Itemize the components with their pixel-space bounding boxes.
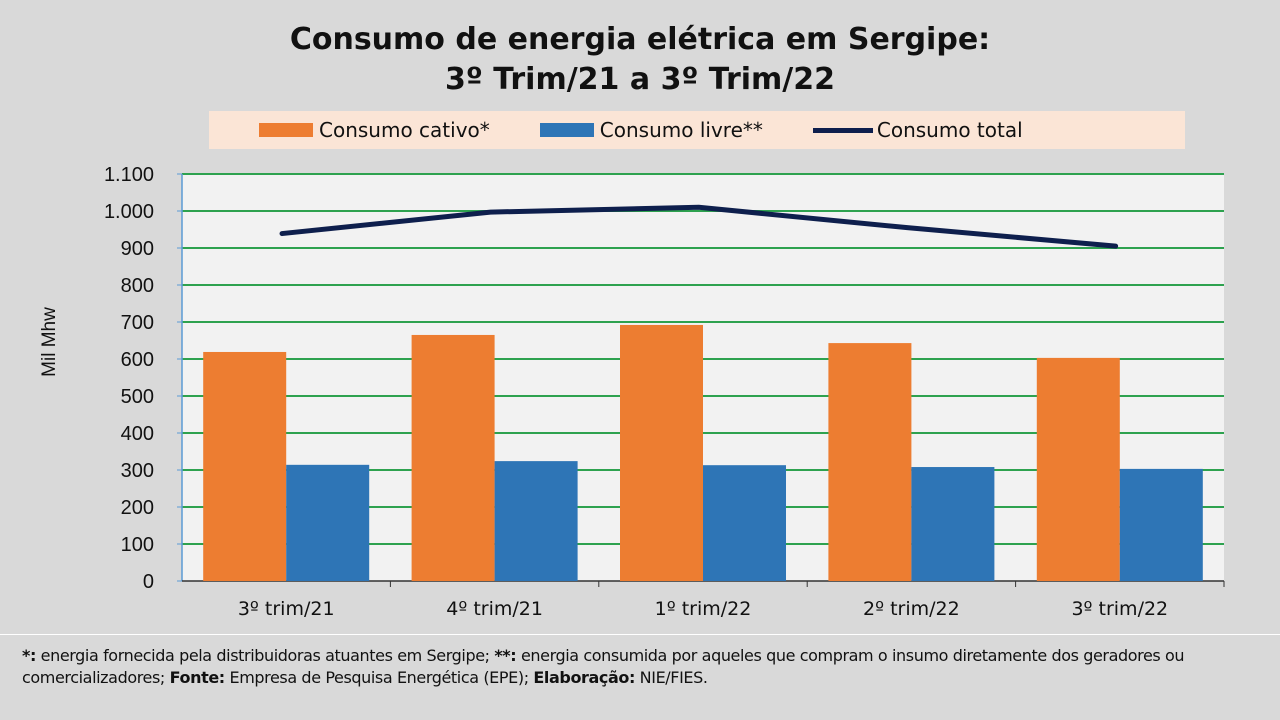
y-tick-label: 700: [121, 312, 154, 334]
title-line-2: 3º Trim/21 a 3º Trim/22: [444, 62, 836, 97]
legend-swatch: [259, 123, 313, 137]
chart-svg: 0 100 200 300 400 500 600 700 800 900 1.000 1.100 3º…: [39, 164, 1225, 620]
legend-label: Consumo total: [876, 118, 1023, 142]
title-line-1: Consumo de energia elétrica em Sergipe:: [289, 22, 991, 57]
footnote-bold: Elaboração:: [533, 668, 635, 687]
legend: Consumo cativo* Consumo livre** Consumo …: [209, 111, 1185, 149]
bar-consumo-cativo: [1036, 357, 1120, 581]
y-tick-label: 900: [121, 238, 154, 260]
legend-label: Consumo livre**: [599, 118, 763, 142]
legend-label: Consumo cativo*: [319, 118, 490, 142]
bar-consumo-cativo: [828, 343, 912, 581]
bar-consumo-livre: [286, 464, 370, 581]
y-axis-label: Mil Mhw: [39, 307, 60, 377]
footnote-text: Empresa de Pesquisa Energética (EPE);: [224, 668, 534, 687]
x-tick-label: 2º trim/22: [863, 598, 960, 620]
x-tick-label: 1º trim/22: [655, 598, 752, 620]
bar-consumo-livre: [703, 465, 786, 581]
bar-consumo-livre: [1119, 468, 1203, 581]
legend-item-cativo: Consumo cativo*: [259, 118, 490, 142]
y-tick-label: 1.100: [104, 164, 154, 186]
y-tick-label: 1.000: [104, 201, 154, 223]
footnote: *: energia fornecida pela distribuidoras…: [0, 634, 1280, 720]
y-tick-label: 0: [143, 571, 154, 593]
footnote-text: NIE/FIES.: [635, 668, 708, 687]
legend-line: [812, 127, 873, 133]
footnote-text: energia consumida por aqueles que compra…: [22, 646, 1185, 687]
bar-consumo-cativo: [411, 334, 495, 581]
footnote-bold: *:: [22, 646, 36, 665]
x-tick-label: 3º trim/21: [238, 598, 335, 620]
y-tick-label: 200: [121, 497, 154, 519]
y-tick-label: 300: [121, 460, 154, 482]
legend-item-livre: Consumo livre**: [539, 118, 763, 142]
x-tick-label: 4º trim/21: [446, 598, 543, 620]
bar-consumo-livre: [911, 467, 995, 581]
legend-swatch: [539, 123, 594, 137]
y-tick-label: 100: [121, 534, 154, 556]
y-tick-label: 600: [121, 349, 154, 371]
legend-item-total: Consumo total: [812, 118, 1023, 142]
y-tick-label: 800: [121, 275, 154, 297]
bar-consumo-livre: [494, 461, 578, 581]
bar-consumo-cativo: [620, 324, 703, 581]
footnote-text: energia fornecida pela distribuidoras at…: [35, 646, 495, 665]
footnote-bold: Fonte:: [169, 668, 226, 687]
footnote-bold: **:: [494, 646, 517, 665]
bar-consumo-cativo: [203, 351, 287, 581]
chart-title: Consumo de energia elétrica em Sergipe: …: [0, 20, 1280, 100]
y-tick-label: 400: [121, 423, 154, 445]
x-tick-label: 3º trim/22: [1071, 598, 1168, 620]
y-tick-label: 500: [121, 386, 154, 408]
